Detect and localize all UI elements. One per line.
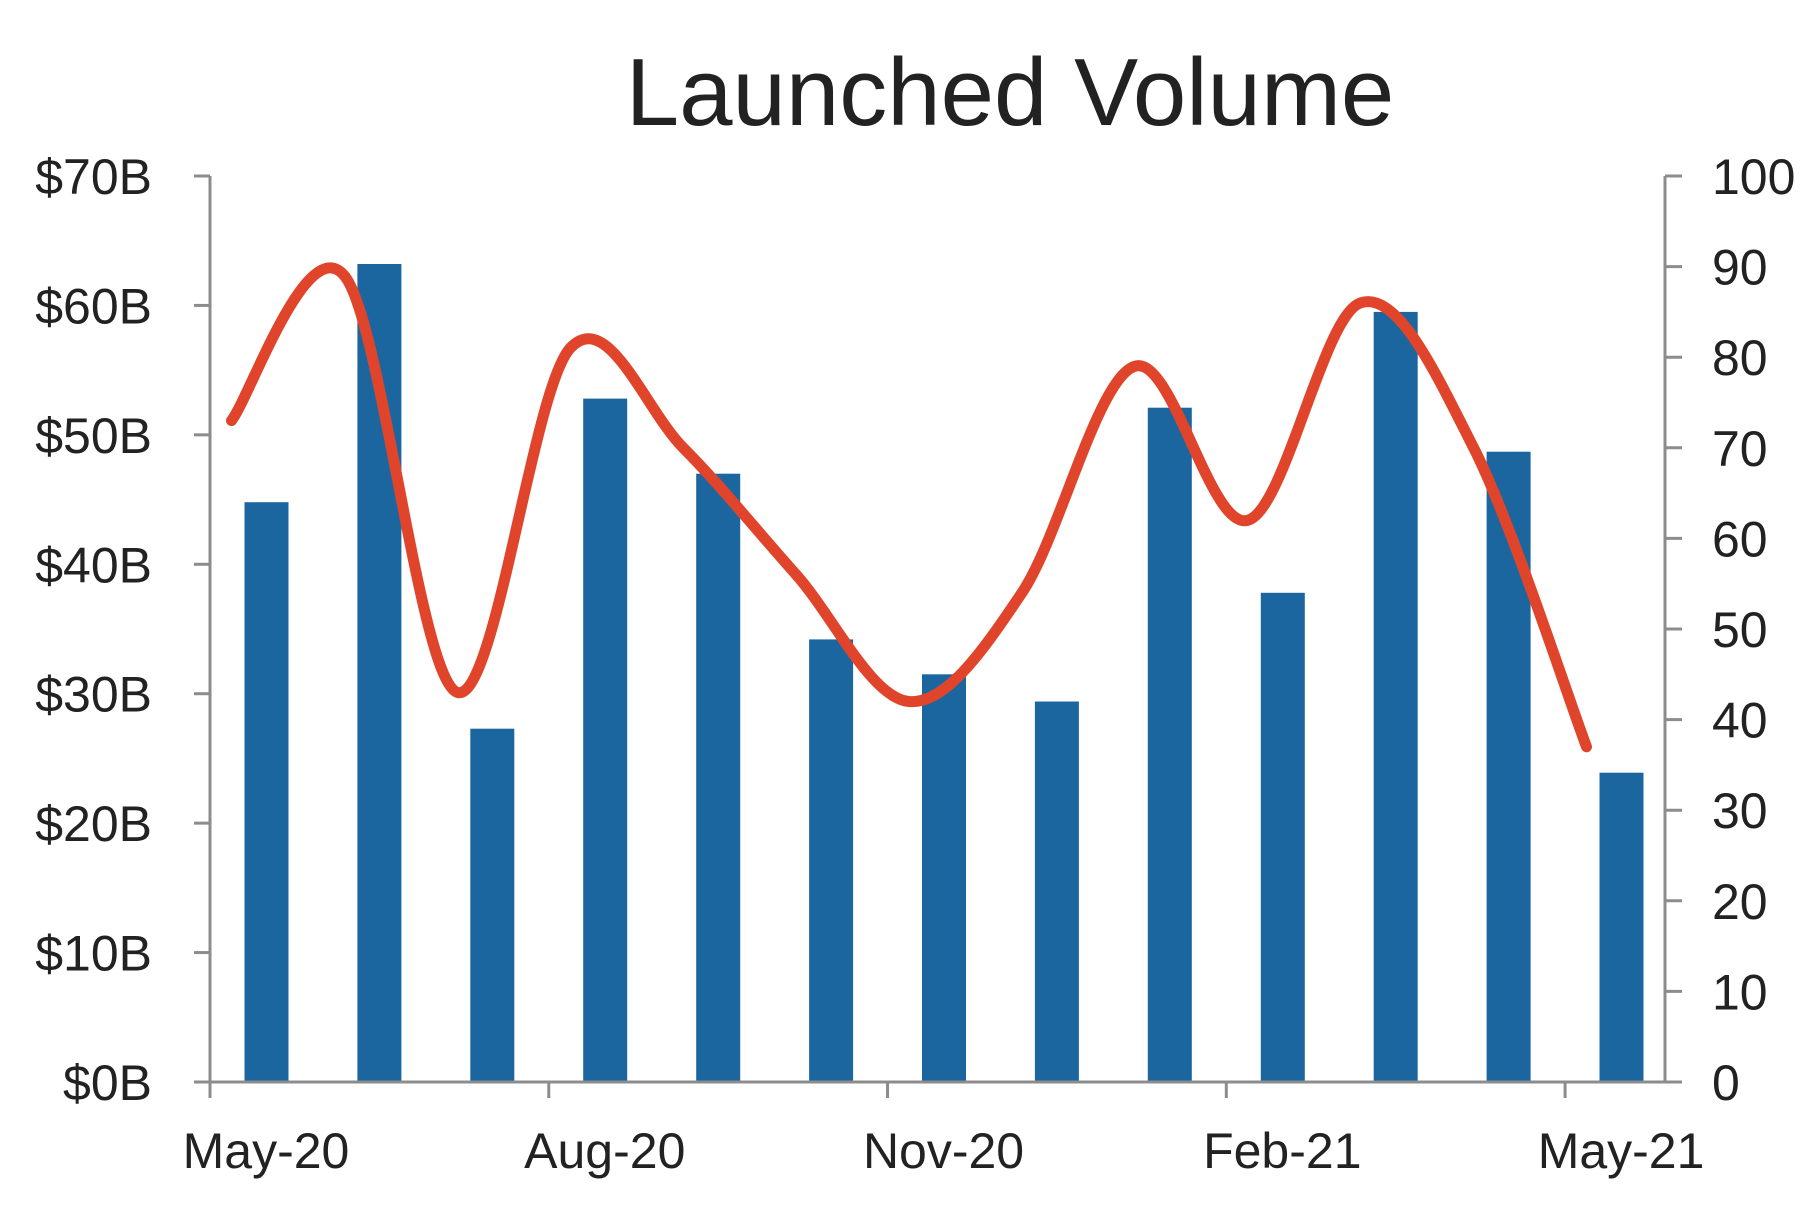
y-tick-label-left: $0B	[63, 1055, 152, 1111]
y-tick-label-right: 0	[1712, 1055, 1740, 1111]
bar-May-20	[244, 502, 289, 1082]
y-tick-label-right: 40	[1712, 693, 1768, 749]
y-tick-label-left: $30B	[35, 667, 152, 723]
bar-series	[244, 264, 1644, 1083]
bar-Apr-21	[1486, 451, 1531, 1082]
x-tick-label: May-21	[1538, 1123, 1705, 1179]
y-tick-label-left: $20B	[35, 796, 152, 852]
y-tick-label-right: 50	[1712, 602, 1768, 658]
x-tick-label: Feb-21	[1203, 1123, 1361, 1179]
y-tick-label-right: 20	[1712, 874, 1768, 930]
y-tick-label-right: 30	[1712, 783, 1768, 839]
bar-Jul-20	[470, 728, 515, 1082]
bar-Oct-20	[809, 639, 854, 1082]
y-tick-label-left: $70B	[35, 149, 152, 205]
bar-Feb-21	[1260, 592, 1305, 1082]
y-tick-label-right: 70	[1712, 421, 1768, 477]
y-tick-label-right: 100	[1712, 149, 1795, 205]
chart-title: Launched Volume	[626, 39, 1395, 146]
bar-Mar-21	[1373, 311, 1418, 1082]
bar-Nov-20	[922, 674, 966, 1082]
y-tick-label-right: 90	[1712, 240, 1768, 296]
y-tick-label-left: $40B	[35, 537, 152, 593]
y-tick-label-left: $50B	[35, 408, 152, 464]
x-tick-label: May-20	[183, 1123, 350, 1179]
x-tick-label: Nov-20	[863, 1123, 1024, 1179]
bar-Dec-20	[1034, 701, 1079, 1082]
bar-Sep-20	[696, 473, 741, 1082]
y-tick-label-right: 60	[1712, 511, 1768, 567]
x-tick-label: Aug-20	[524, 1123, 685, 1179]
bar-May-21	[1599, 772, 1644, 1082]
bar-Aug-20	[583, 398, 628, 1083]
y-tick-label-left: $60B	[35, 278, 152, 334]
y-tick-label-right: 80	[1712, 330, 1768, 386]
line-series	[226, 262, 1592, 753]
y-tick-label-right: 10	[1712, 964, 1768, 1020]
bar-Jan-21	[1147, 407, 1192, 1082]
y-tick-label-left: $10B	[35, 926, 152, 982]
axes: $0B $10B $20B $30B $40B $50B $60B $70B 0 10 20 30 40…	[35, 149, 1795, 1179]
